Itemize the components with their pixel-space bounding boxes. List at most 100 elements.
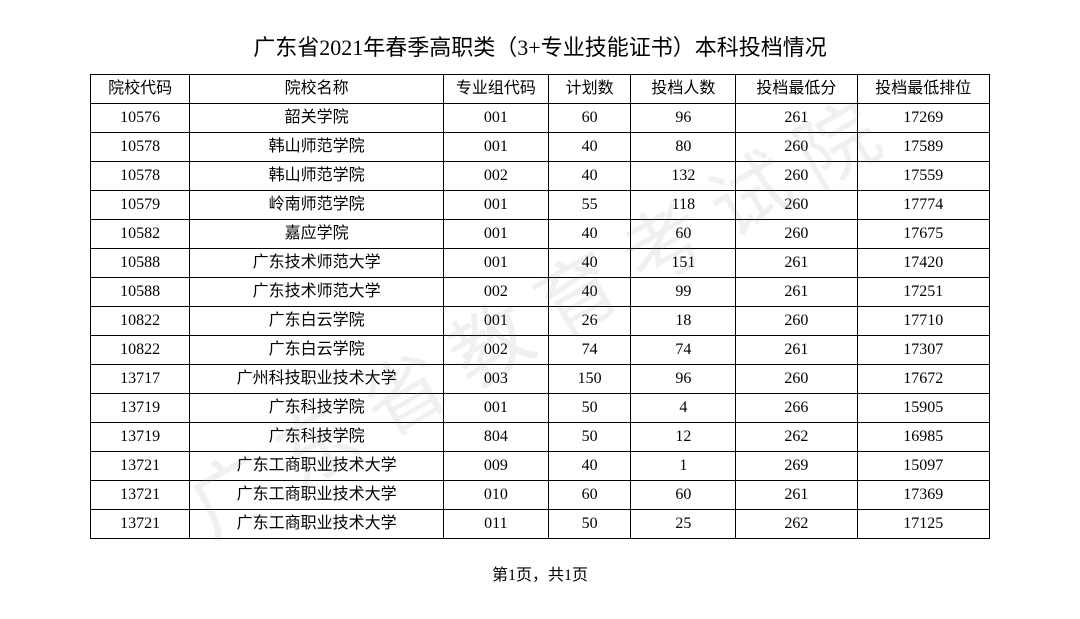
table-cell: 002	[443, 162, 548, 191]
table-cell: 266	[736, 394, 857, 423]
table-cell: 13721	[91, 481, 190, 510]
table-cell: 40	[548, 133, 631, 162]
table-cell: 广东工商职业技术大学	[190, 452, 444, 481]
table-cell: 804	[443, 423, 548, 452]
table-row: 10582嘉应学院001406026017675	[91, 220, 990, 249]
table-row: 10588广东技术师范大学002409926117251	[91, 278, 990, 307]
table-cell: 74	[548, 336, 631, 365]
col-header-group: 专业组代码	[443, 75, 548, 104]
table-cell: 001	[443, 191, 548, 220]
table-row: 10579岭南师范学院0015511826017774	[91, 191, 990, 220]
table-cell: 262	[736, 423, 857, 452]
table-cell: 40	[548, 452, 631, 481]
table-cell: 17420	[857, 249, 989, 278]
table-cell: 261	[736, 336, 857, 365]
table-cell: 12	[631, 423, 736, 452]
table-row: 13721广东工商职业技术大学010606026117369	[91, 481, 990, 510]
table-cell: 74	[631, 336, 736, 365]
table-cell: 1	[631, 452, 736, 481]
table-cell: 17251	[857, 278, 989, 307]
table-cell: 011	[443, 510, 548, 539]
table-cell: 80	[631, 133, 736, 162]
table-cell: 150	[548, 365, 631, 394]
table-cell: 001	[443, 133, 548, 162]
table-cell: 17269	[857, 104, 989, 133]
table-cell: 韩山师范学院	[190, 162, 444, 191]
table-cell: 17672	[857, 365, 989, 394]
table-cell: 13721	[91, 452, 190, 481]
table-cell: 嘉应学院	[190, 220, 444, 249]
table-cell: 118	[631, 191, 736, 220]
table-cell: 50	[548, 394, 631, 423]
table-cell: 17125	[857, 510, 989, 539]
table-cell: 60	[548, 104, 631, 133]
table-row: 10588广东技术师范大学0014015126117420	[91, 249, 990, 278]
table-cell: 40	[548, 249, 631, 278]
table-cell: 151	[631, 249, 736, 278]
table-row: 10822广东白云学院001261826017710	[91, 307, 990, 336]
table-cell: 001	[443, 394, 548, 423]
table-cell: 260	[736, 220, 857, 249]
table-cell: 广东技术师范大学	[190, 278, 444, 307]
table-row: 13719广东科技学院00150426615905	[91, 394, 990, 423]
table-cell: 40	[548, 220, 631, 249]
table-cell: 4	[631, 394, 736, 423]
table-cell: 60	[548, 481, 631, 510]
table-row: 10576韶关学院001609626117269	[91, 104, 990, 133]
table-cell: 001	[443, 249, 548, 278]
table-cell: 55	[548, 191, 631, 220]
page-footer: 第1页，共1页	[90, 561, 990, 585]
table-cell: 韶关学院	[190, 104, 444, 133]
table-cell: 009	[443, 452, 548, 481]
table-cell: 17369	[857, 481, 989, 510]
col-header-plan: 计划数	[548, 75, 631, 104]
table-cell: 260	[736, 307, 857, 336]
table-cell: 96	[631, 365, 736, 394]
table-cell: 广东科技学院	[190, 423, 444, 452]
table-cell: 260	[736, 133, 857, 162]
table-cell: 001	[443, 307, 548, 336]
table-cell: 60	[631, 220, 736, 249]
table-cell: 002	[443, 336, 548, 365]
col-header-name: 院校名称	[190, 75, 444, 104]
table-cell: 260	[736, 191, 857, 220]
table-cell: 260	[736, 365, 857, 394]
col-header-code: 院校代码	[91, 75, 190, 104]
table-cell: 262	[736, 510, 857, 539]
admission-table: 院校代码 院校名称 专业组代码 计划数 投档人数 投档最低分 投档最低排位 10…	[90, 74, 990, 539]
table-cell: 17710	[857, 307, 989, 336]
table-cell: 269	[736, 452, 857, 481]
table-cell: 13719	[91, 423, 190, 452]
table-cell: 17307	[857, 336, 989, 365]
table-cell: 10822	[91, 307, 190, 336]
table-cell: 广东科技学院	[190, 394, 444, 423]
table-cell: 261	[736, 278, 857, 307]
table-cell: 26	[548, 307, 631, 336]
table-cell: 韩山师范学院	[190, 133, 444, 162]
table-cell: 广东工商职业技术大学	[190, 481, 444, 510]
table-row: 13719广东科技学院804501226216985	[91, 423, 990, 452]
table-cell: 40	[548, 162, 631, 191]
table-row: 10578韩山师范学院001408026017589	[91, 133, 990, 162]
table-cell: 10582	[91, 220, 190, 249]
table-row: 13721广东工商职业技术大学00940126915097	[91, 452, 990, 481]
table-cell: 13717	[91, 365, 190, 394]
table-cell: 10576	[91, 104, 190, 133]
table-cell: 15905	[857, 394, 989, 423]
table-cell: 60	[631, 481, 736, 510]
table-cell: 广东白云学院	[190, 336, 444, 365]
table-cell: 25	[631, 510, 736, 539]
table-cell: 261	[736, 104, 857, 133]
table-cell: 001	[443, 220, 548, 249]
table-cell: 132	[631, 162, 736, 191]
table-row: 10822广东白云学院002747426117307	[91, 336, 990, 365]
table-cell: 10588	[91, 278, 190, 307]
page-title: 广东省2021年春季高职类（3+专业技能证书）本科投档情况	[90, 30, 990, 62]
table-cell: 13719	[91, 394, 190, 423]
table-cell: 广东工商职业技术大学	[190, 510, 444, 539]
table-cell: 50	[548, 510, 631, 539]
table-cell: 17559	[857, 162, 989, 191]
table-cell: 10822	[91, 336, 190, 365]
table-cell: 10588	[91, 249, 190, 278]
table-cell: 10578	[91, 162, 190, 191]
